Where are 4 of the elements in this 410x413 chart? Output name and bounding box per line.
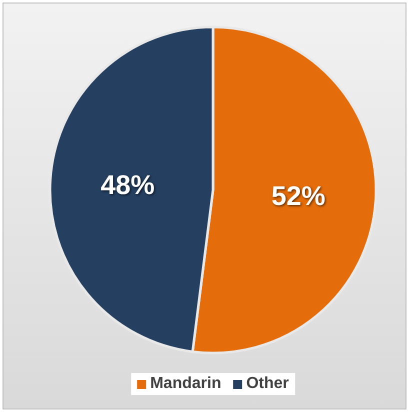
data-label: 48% (100, 170, 155, 200)
slice-label: Mandarin (150, 375, 222, 393)
legend-label: Other (246, 375, 289, 393)
data-label: 52% (271, 180, 326, 211)
